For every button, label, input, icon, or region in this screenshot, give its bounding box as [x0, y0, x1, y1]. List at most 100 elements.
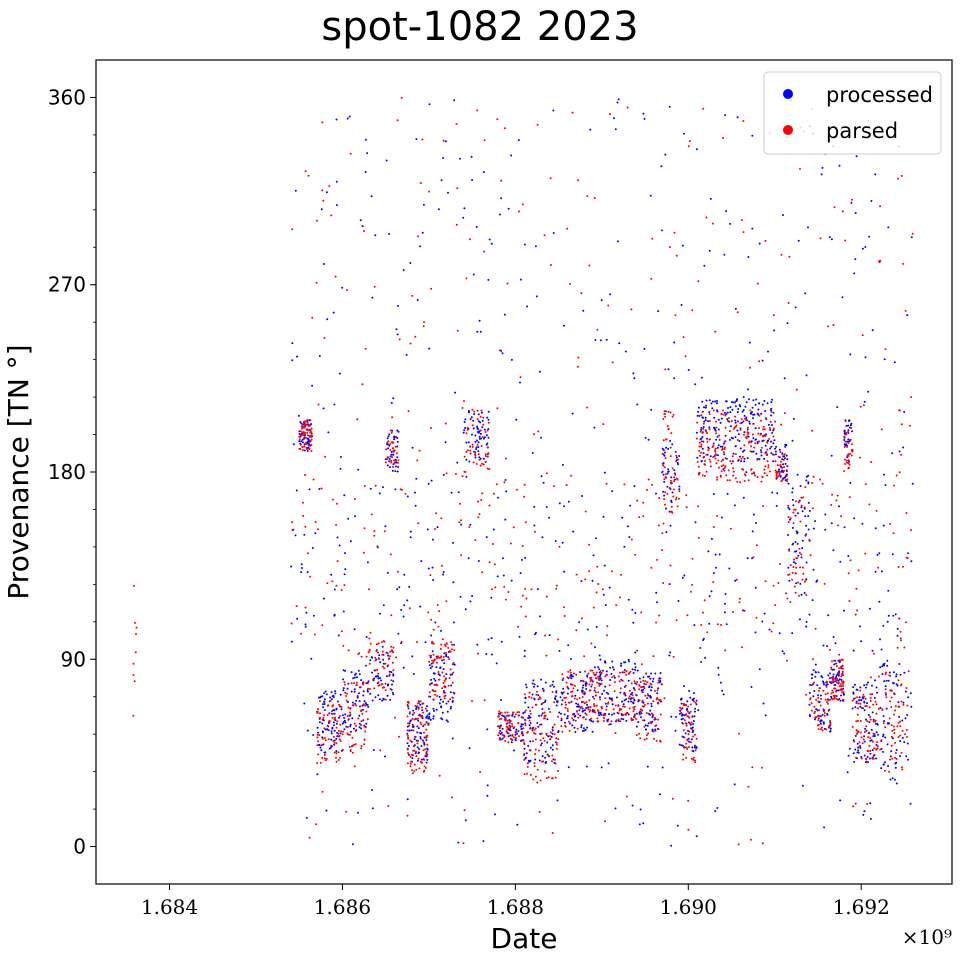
data-point-parsed [451, 796, 454, 799]
data-point-parsed [663, 413, 666, 416]
data-point-parsed [709, 420, 711, 422]
data-point-parsed [382, 640, 385, 642]
data-point-parsed [521, 734, 524, 737]
data-point-processed [910, 705, 913, 708]
data-point-parsed [709, 465, 712, 468]
data-point-processed [903, 410, 906, 413]
data-point-processed [470, 416, 473, 419]
data-point-processed [428, 347, 431, 350]
data-point-parsed [592, 671, 595, 674]
data-point-processed [647, 722, 650, 725]
data-point-parsed [365, 655, 368, 658]
data-point-parsed [798, 552, 801, 554]
data-point-parsed [484, 453, 487, 456]
data-point-parsed [543, 711, 546, 714]
data-point-parsed [424, 723, 426, 726]
data-point-processed [699, 647, 702, 649]
data-point-processed [620, 664, 622, 667]
data-point-processed [358, 692, 360, 695]
data-point-processed [300, 440, 303, 443]
data-point-processed [579, 714, 582, 717]
data-point-parsed [577, 356, 580, 359]
data-point-parsed [384, 662, 387, 665]
data-point-processed [467, 441, 470, 444]
data-point-parsed [317, 753, 320, 756]
data-point-processed [322, 703, 324, 706]
data-point-processed [634, 612, 637, 614]
data-point-processed [760, 412, 763, 415]
data-point-processed [374, 675, 377, 678]
data-point-parsed [804, 533, 807, 536]
data-point-processed [487, 428, 490, 430]
data-point-processed [332, 721, 335, 724]
data-point-processed [472, 273, 475, 276]
data-point-parsed [506, 282, 509, 285]
data-point-parsed [701, 410, 704, 413]
data-point-processed [843, 526, 846, 529]
data-point-parsed [529, 710, 532, 712]
data-point-parsed [604, 820, 606, 823]
data-point-processed [343, 573, 346, 576]
data-point-parsed [432, 689, 434, 692]
data-point-parsed [503, 481, 506, 484]
data-point-parsed [772, 429, 775, 432]
data-point-processed [895, 749, 898, 751]
data-point-parsed [528, 696, 530, 698]
data-point-parsed [336, 720, 339, 723]
data-point-parsed [639, 737, 642, 740]
data-point-processed [650, 702, 653, 705]
data-point-processed [452, 541, 454, 544]
data-point-processed [842, 687, 845, 690]
data-point-parsed [605, 482, 608, 485]
data-point-processed [686, 729, 689, 732]
data-point-parsed [529, 773, 532, 776]
data-point-processed [320, 208, 323, 211]
data-point-processed [428, 712, 431, 715]
data-point-parsed [362, 681, 365, 684]
data-point-parsed [324, 739, 327, 742]
data-point-processed [318, 696, 320, 699]
data-point-parsed [512, 711, 514, 714]
data-point-parsed [899, 734, 902, 737]
data-point-processed [760, 451, 763, 454]
data-point-processed [774, 447, 777, 450]
data-point-processed [616, 240, 619, 243]
data-point-parsed [855, 729, 858, 732]
data-point-processed [540, 703, 543, 706]
data-point-processed [673, 377, 676, 380]
data-point-parsed [651, 237, 654, 240]
data-point-processed [850, 201, 853, 204]
data-point-parsed [373, 285, 376, 288]
data-point-processed [721, 689, 724, 692]
data-point-processed [525, 683, 527, 686]
data-point-parsed [720, 413, 723, 415]
data-point-parsed [686, 614, 689, 617]
data-point-processed [537, 725, 540, 728]
data-point-processed [695, 835, 698, 838]
data-point-parsed [669, 411, 672, 414]
data-point-parsed [316, 711, 319, 713]
data-point-parsed [506, 711, 509, 714]
data-point-processed [619, 691, 622, 694]
data-point-processed [338, 544, 341, 547]
data-point-parsed [781, 453, 784, 456]
data-point-parsed [454, 473, 457, 475]
data-point-processed [485, 653, 488, 656]
data-point-processed [880, 648, 883, 651]
data-point-parsed [692, 735, 695, 738]
data-point-processed [616, 101, 619, 104]
data-point-parsed [538, 810, 541, 813]
data-point-parsed [521, 594, 524, 597]
data-point-processed [362, 708, 364, 711]
data-point-parsed [795, 500, 797, 503]
data-point-parsed [769, 420, 772, 423]
data-point-parsed [335, 760, 338, 763]
data-point-processed [442, 157, 445, 159]
data-point-parsed [431, 659, 434, 662]
data-point-parsed [660, 471, 663, 474]
data-point-processed [427, 567, 430, 570]
data-point-parsed [724, 465, 727, 468]
data-point-parsed [831, 689, 834, 692]
data-point-parsed [596, 328, 599, 331]
data-point-processed [717, 454, 719, 457]
